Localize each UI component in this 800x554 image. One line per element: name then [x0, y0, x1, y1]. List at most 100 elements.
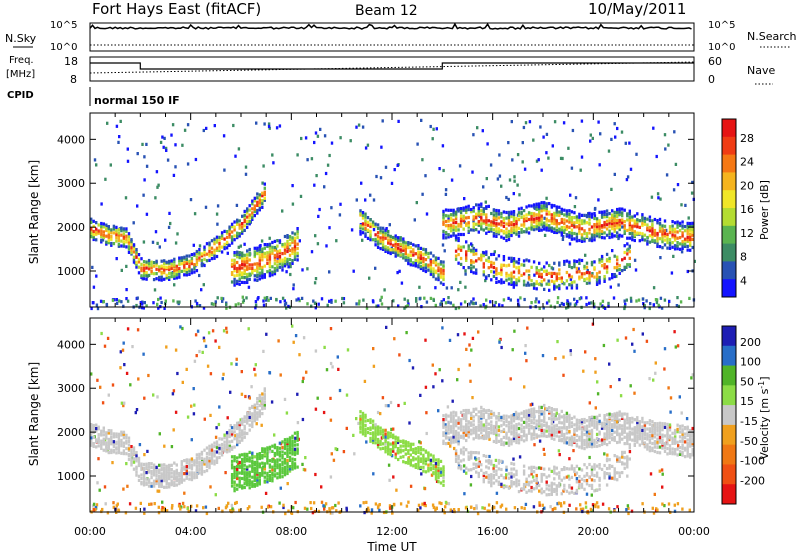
band-cell: [236, 456, 239, 460]
band-cell: [540, 419, 543, 423]
band-cell: [376, 234, 380, 238]
band-cell: [628, 256, 631, 260]
noise-cell: [157, 511, 161, 515]
band-cell: [616, 212, 619, 216]
band-cell: [636, 225, 639, 229]
noise-cell: [234, 501, 237, 505]
band-cell: [472, 228, 475, 232]
band-cell: [442, 433, 445, 437]
scatter-cell: [538, 439, 542, 443]
band-cell: [487, 422, 490, 426]
band-cell: [246, 479, 249, 483]
band-cell: [268, 469, 272, 473]
band-cell: [225, 444, 229, 448]
band-cell: [145, 263, 148, 267]
band-cell: [603, 220, 606, 225]
power-colorbar-label: Power [dB]: [758, 180, 771, 240]
scatter-cell: [547, 156, 550, 160]
band-cell: [291, 440, 294, 444]
noise-cell: [152, 301, 155, 305]
band-cell: [243, 427, 246, 431]
band-cell: [230, 238, 234, 242]
noise-cell: [679, 300, 683, 304]
band-cell: [366, 220, 370, 224]
scatter-cell: [598, 163, 601, 167]
band-cell: [92, 233, 95, 237]
band-cell: [215, 443, 219, 447]
band-cell: [651, 232, 654, 236]
band-cell: [480, 202, 483, 206]
band-cell: [392, 243, 395, 247]
band-cell: [568, 217, 571, 221]
band-cell: [558, 230, 561, 234]
scatter-cell: [574, 473, 577, 477]
band-cell: [490, 425, 493, 430]
band-cell: [256, 476, 259, 480]
band-cell: [442, 222, 445, 226]
band-cell: [283, 441, 287, 445]
band-cell: [507, 427, 511, 431]
band-cell: [168, 463, 171, 467]
band-cell: [291, 457, 294, 461]
scatter-cell: [185, 367, 188, 371]
band-cell: [452, 417, 455, 421]
band-cell: [482, 209, 485, 213]
scatter-cell: [441, 243, 445, 247]
band-cell: [558, 213, 561, 217]
scatter-cell: [143, 453, 146, 457]
scatter-cell: [316, 242, 320, 246]
band-cell: [548, 271, 551, 275]
band-cell: [611, 273, 614, 277]
band-cell: [246, 215, 249, 219]
band-cell: [371, 436, 375, 440]
band-cell: [90, 423, 93, 427]
noise-cell: [331, 506, 335, 510]
band-cell: [515, 428, 518, 432]
scatter-cell: [272, 161, 275, 165]
band-cell: [278, 251, 282, 255]
band-cell: [230, 241, 234, 245]
band-cell: [538, 272, 541, 276]
band-cell: [387, 250, 390, 255]
scatter-cell: [463, 197, 466, 201]
band-cell: [417, 258, 420, 262]
band-cell: [472, 415, 475, 419]
band-cell: [168, 485, 171, 489]
scatter-cell: [277, 339, 280, 343]
scatter-cell: [273, 433, 276, 437]
band-cell: [575, 426, 579, 430]
band-cell: [656, 236, 659, 240]
scatter-cell: [505, 195, 508, 200]
band-cell: [102, 433, 105, 437]
band-cell: [621, 234, 624, 238]
band-cell: [626, 228, 629, 232]
band-cell: [457, 261, 460, 265]
band-cell: [95, 232, 98, 236]
band-cell: [145, 273, 148, 277]
band-cell: [278, 441, 282, 445]
noise-cell: [281, 296, 285, 300]
band-cell: [200, 254, 204, 258]
band-cell: [286, 239, 289, 243]
scatter-cell: [463, 492, 466, 496]
band-cell: [593, 275, 596, 279]
band-cell: [180, 473, 183, 477]
band-cell: [502, 210, 506, 214]
noise-cell: [566, 299, 569, 303]
band-cell: [180, 256, 183, 260]
band-cell: [185, 475, 188, 479]
band-cell: [452, 426, 455, 430]
band-cell: [178, 272, 181, 276]
band-cell: [449, 226, 453, 230]
scatter-cell: [262, 164, 265, 168]
band-cell: [95, 429, 98, 433]
scatter-cell: [202, 283, 205, 287]
band-cell: [220, 442, 224, 447]
band-cell: [394, 435, 397, 439]
band-cell: [550, 414, 553, 418]
band-cell: [563, 229, 566, 233]
band-cell: [578, 220, 581, 224]
band-cell: [90, 220, 93, 224]
scatter-cell: [122, 404, 125, 408]
noise-cell: [141, 300, 144, 304]
